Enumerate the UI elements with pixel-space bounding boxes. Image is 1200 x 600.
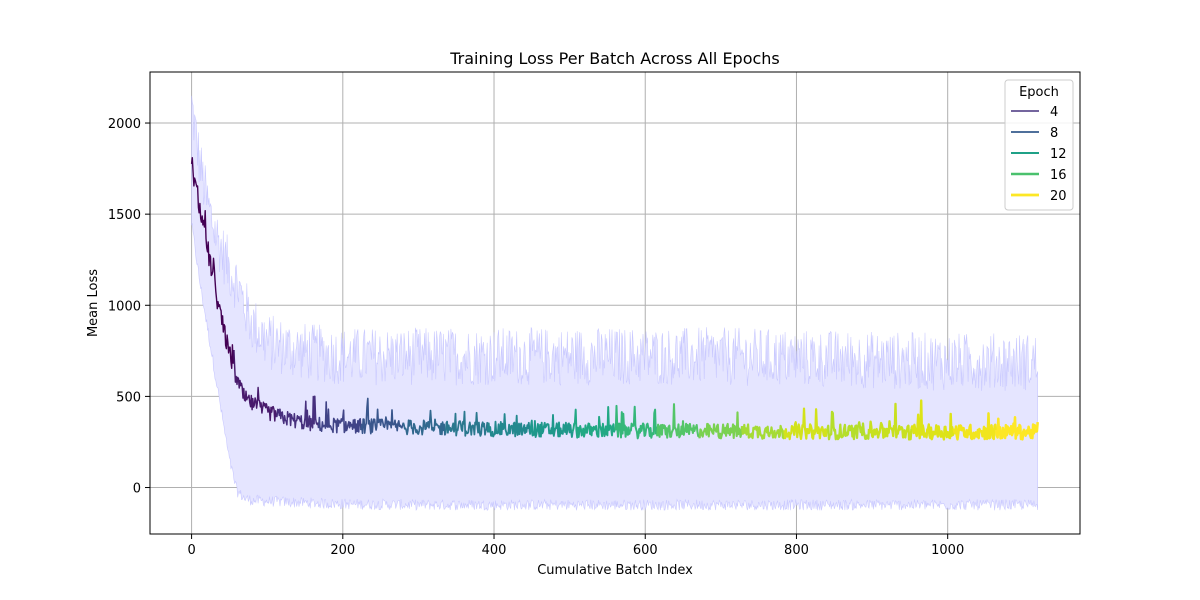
epoch-line-9: [529, 414, 574, 439]
legend-label: 12: [1050, 147, 1067, 162]
epoch-line-7: [444, 410, 489, 437]
legend-label: 20: [1050, 189, 1067, 204]
x-tick-label: 0: [187, 543, 195, 558]
legend-box: [1004, 79, 1074, 211]
epoch-line-6: [402, 409, 447, 436]
y-tick-label: 1000: [108, 299, 141, 314]
epoch-line-2: [233, 349, 278, 422]
legend-entries: 4 8 12 16 20: [1011, 105, 1067, 204]
loss-line: [190, 157, 1039, 441]
x-tick-label: 600: [633, 543, 658, 558]
epoch-line-8: [487, 413, 532, 438]
x-tick-label: 400: [482, 543, 507, 558]
x-axis-label: Cumulative Batch Index: [537, 563, 693, 578]
legend-label: 16: [1050, 168, 1067, 183]
y-tick-label: 0: [133, 482, 141, 497]
y-tick-label: 1500: [108, 208, 141, 223]
y-tick-label: 500: [116, 390, 141, 405]
epoch-line-19: [952, 412, 998, 441]
legend-label: 4: [1050, 105, 1058, 120]
epoch-line-11: [614, 404, 659, 440]
epoch-line-20: [994, 416, 1039, 441]
epoch-line-10: [571, 406, 616, 439]
epoch-line-13: [698, 411, 744, 440]
epoch-line-14: [740, 423, 786, 440]
axis-ticks: 0 200 400 600 800 1000 0 500 1000 1500 2000: [108, 117, 964, 558]
legend: Epoch 4 8 12 16 20: [1004, 79, 1074, 211]
y-tick-label: 2000: [108, 117, 141, 132]
x-tick-label: 200: [330, 543, 355, 558]
legend-title: Epoch: [1019, 85, 1059, 100]
x-tick-label: 800: [784, 543, 809, 558]
x-tick-label: 1000: [931, 543, 964, 558]
epoch-line-16: [826, 410, 871, 441]
epoch-line-18: [910, 399, 955, 441]
chart-title: Training Loss Per Batch Across All Epoch…: [449, 49, 780, 68]
loss-band: [191, 95, 1038, 512]
y-axis-label: Mean Loss: [86, 269, 101, 337]
epoch-line-4: [317, 401, 362, 434]
epoch-line-15: [783, 407, 828, 441]
epoch-line-12: [656, 403, 701, 439]
epoch-line-17: [867, 402, 913, 441]
epoch-line-1: [190, 157, 235, 369]
epoch-line-5: [360, 397, 405, 435]
legend-label: 8: [1050, 126, 1058, 141]
epoch-line-3: [275, 395, 320, 432]
plot-area-frame: [149, 71, 1081, 535]
std-band: [191, 95, 1038, 512]
